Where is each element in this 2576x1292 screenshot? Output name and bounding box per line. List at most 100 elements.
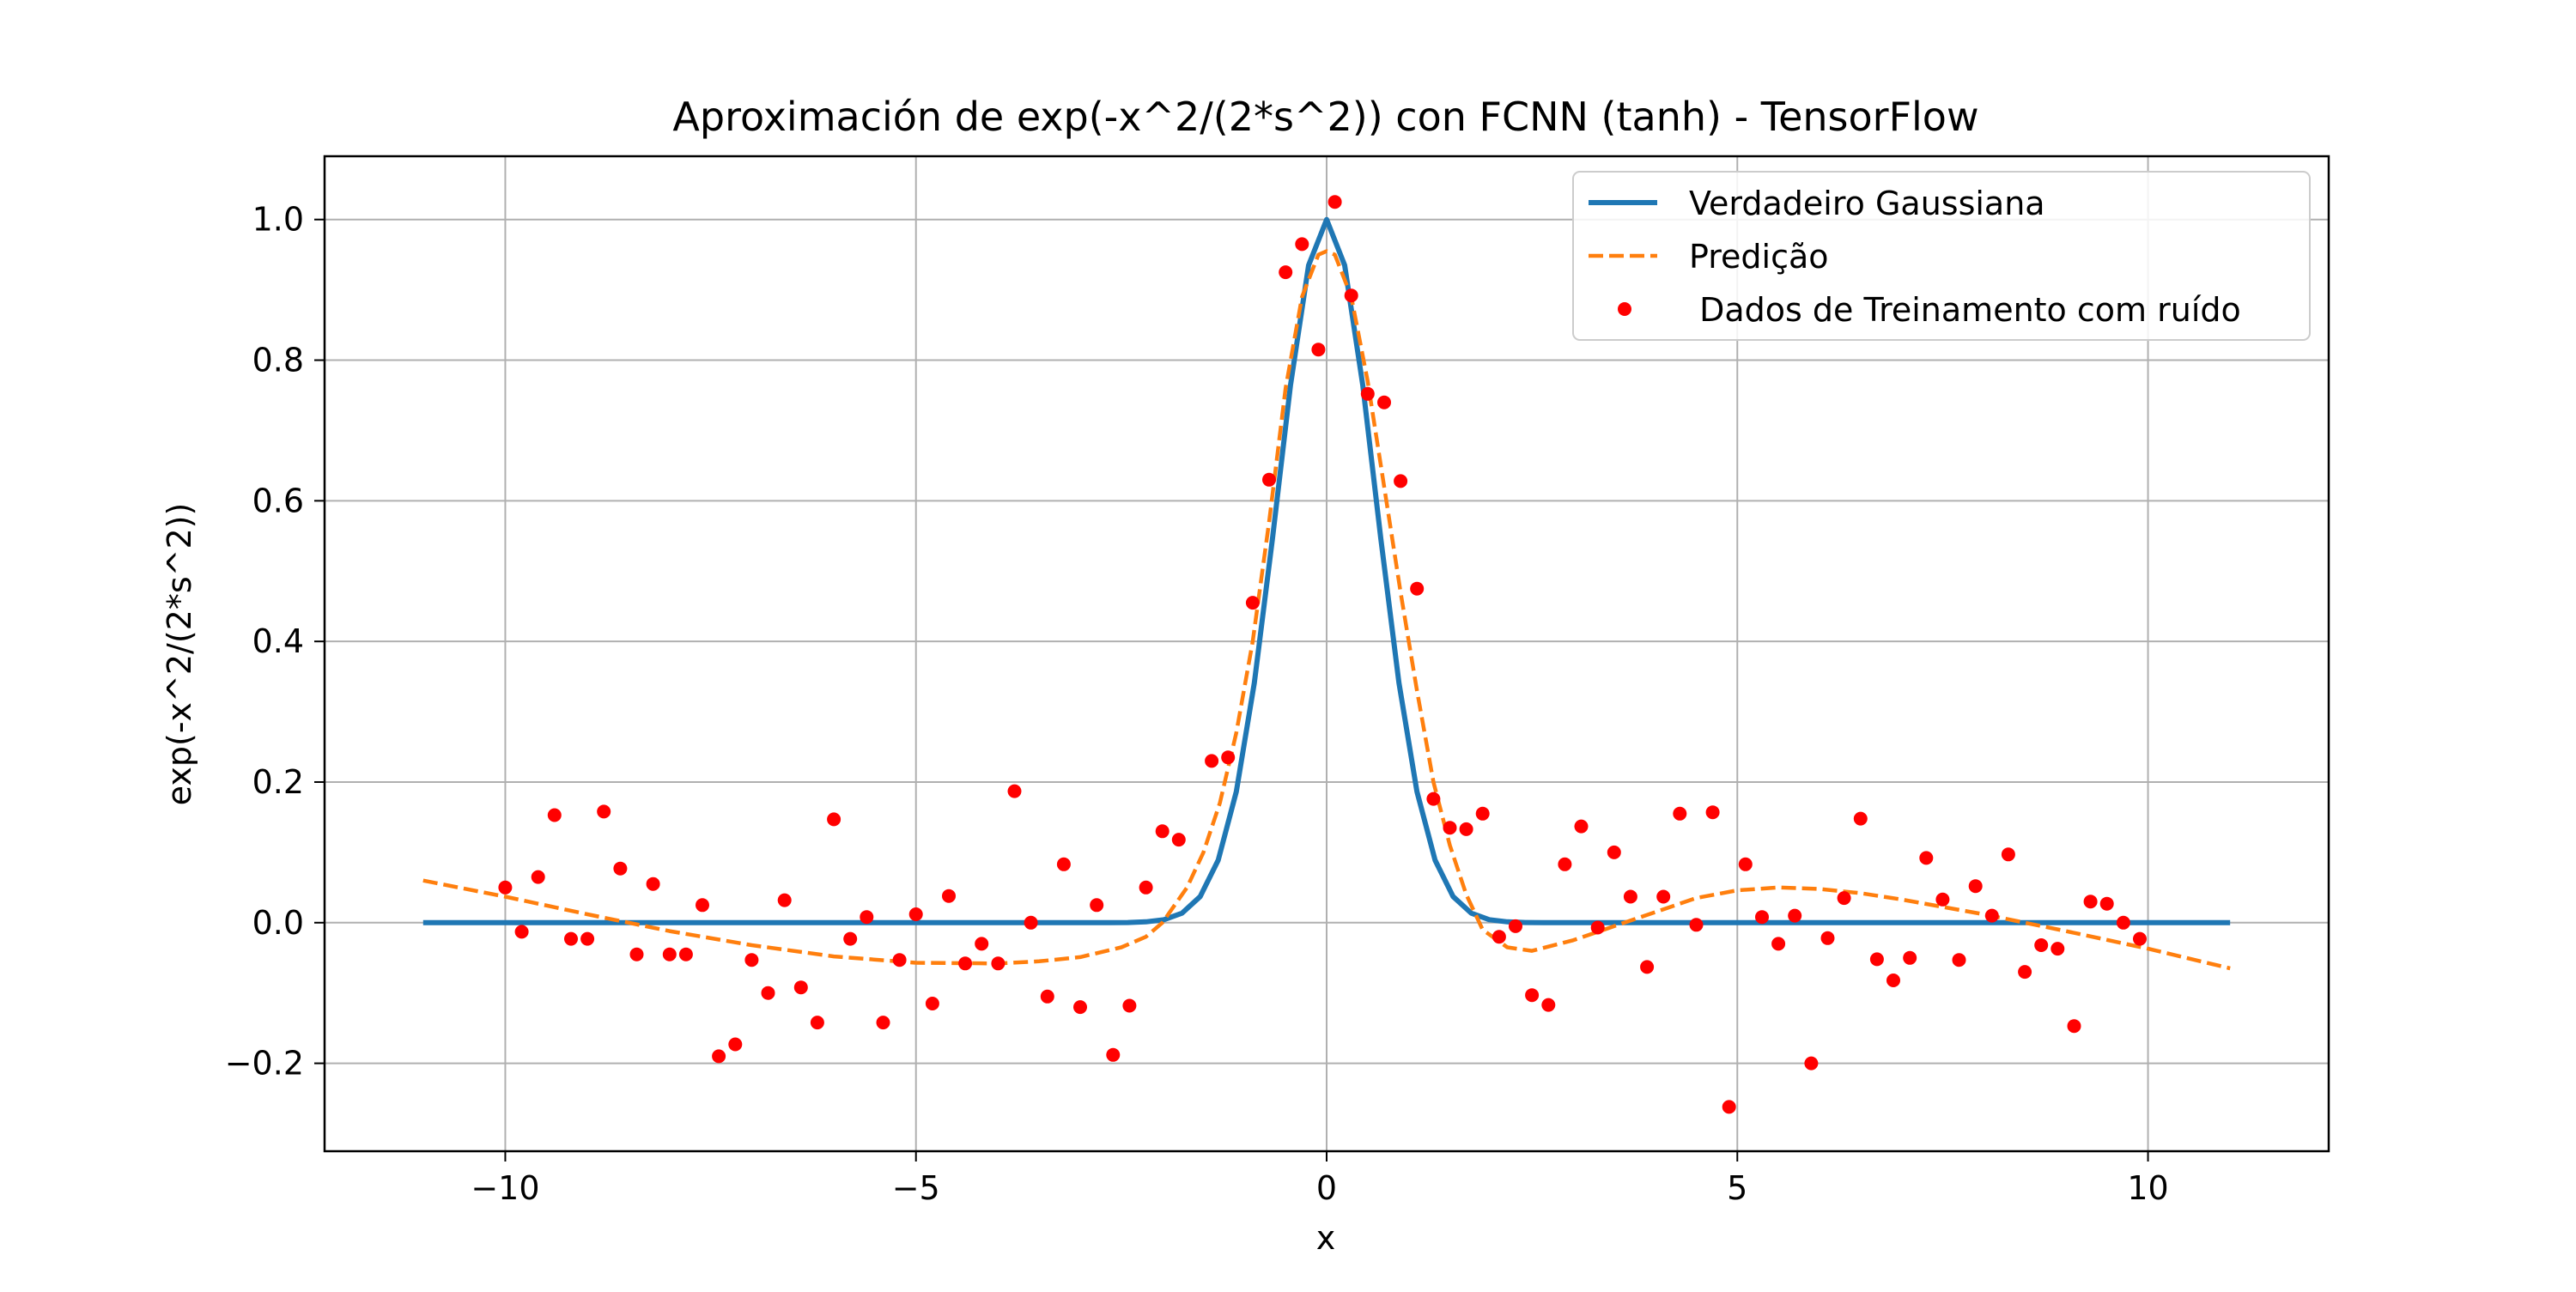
data-point — [1525, 988, 1540, 1003]
data-point — [1886, 974, 1900, 987]
x-tick-label: 0 — [1316, 1169, 1337, 1207]
x-tick-label: −10 — [471, 1169, 539, 1207]
data-point — [629, 947, 644, 961]
data-point — [1656, 889, 1671, 904]
data-point — [1327, 195, 1342, 209]
y-tick-label: 0.0 — [252, 904, 304, 942]
y-tick-label: 0.8 — [252, 342, 304, 379]
data-point — [1722, 1100, 1736, 1114]
data-point — [793, 980, 808, 995]
data-point — [1574, 819, 1589, 834]
data-point — [1935, 892, 1950, 907]
data-point — [1673, 806, 1687, 821]
data-point — [1509, 919, 1522, 933]
data-point — [597, 804, 611, 819]
data-point — [2116, 915, 2130, 930]
y-axis-label: exp(-x^2/(2*s^2)) — [161, 503, 198, 806]
data-point — [2083, 895, 2098, 909]
data-point — [2050, 942, 2065, 956]
data-point — [1426, 792, 1441, 806]
data-point — [1952, 953, 1966, 967]
line-prediction — [422, 249, 2231, 971]
data-point — [991, 956, 1005, 971]
data-point — [1007, 784, 1022, 798]
data-point — [712, 1049, 726, 1064]
data-point — [2099, 896, 2114, 911]
data-point — [531, 870, 545, 884]
data-point — [1040, 989, 1054, 1004]
y-tick-label: 0.2 — [252, 763, 304, 801]
data-point — [975, 937, 989, 951]
line-true-gaussian — [422, 216, 2231, 925]
data-point — [942, 889, 956, 903]
data-point — [1221, 750, 1236, 765]
data-point — [1968, 879, 1983, 894]
data-point — [1344, 288, 1358, 303]
x-tick-label: −5 — [892, 1169, 940, 1207]
x-tick-label: 10 — [2127, 1169, 2168, 1207]
data-point — [1106, 1047, 1121, 1062]
data-point — [1122, 998, 1137, 1013]
data-point — [876, 1016, 890, 1030]
y-tick-label: −0.2 — [225, 1045, 304, 1083]
data-point — [1410, 581, 1425, 596]
data-point — [646, 876, 660, 891]
data-point — [2034, 938, 2049, 952]
plot-series — [422, 216, 2231, 971]
data-point — [1205, 754, 1219, 768]
data-point — [1394, 474, 1408, 488]
data-point — [1984, 908, 1999, 923]
data-point — [2133, 931, 2147, 946]
data-point — [662, 947, 677, 961]
data-point — [498, 880, 513, 895]
data-point — [1804, 1056, 1819, 1071]
data-point — [1755, 910, 1769, 925]
data-point — [860, 910, 874, 925]
data-point — [1279, 265, 1293, 280]
data-point — [1311, 343, 1326, 357]
data-point — [1024, 915, 1038, 930]
data-point — [1073, 1000, 1087, 1015]
data-point — [1788, 908, 1802, 923]
legend-label-true-gaussian: Verdadeiro Gaussiana — [1689, 185, 2045, 222]
chart-title: Aproximación de exp(-x^2/(2*s^2)) con FC… — [672, 94, 1978, 140]
data-point — [1492, 930, 1506, 944]
data-point — [2018, 965, 2032, 980]
data-point — [1919, 851, 1934, 865]
data-point — [1771, 937, 1786, 951]
data-point — [678, 947, 693, 961]
data-point — [1640, 960, 1655, 974]
data-point — [744, 953, 759, 967]
data-point — [1689, 918, 1704, 932]
data-point — [777, 893, 792, 907]
data-point — [613, 861, 628, 876]
data-point — [1245, 596, 1260, 610]
y-tick-label: 0.4 — [252, 622, 304, 660]
data-point — [728, 1037, 743, 1052]
data-point — [2067, 1019, 2081, 1034]
data-point — [1459, 822, 1473, 836]
data-point — [1171, 833, 1186, 847]
data-point — [564, 931, 578, 946]
data-point — [1155, 824, 1170, 839]
data-point — [892, 953, 907, 967]
data-point — [1853, 811, 1868, 826]
data-point — [1869, 952, 1884, 967]
data-point — [925, 997, 939, 1010]
data-point — [1295, 237, 1309, 252]
data-point — [1903, 950, 1917, 965]
data-point — [761, 986, 775, 1000]
data-point — [696, 898, 709, 913]
data-point — [1558, 857, 1572, 871]
y-ticks: −0.2 0.0 0.2 0.4 0.6 0.8 1.0 — [225, 201, 325, 1083]
x-ticks: −10 −5 0 5 10 — [471, 1151, 2169, 1207]
data-point — [1837, 891, 1851, 906]
data-point — [1738, 857, 1753, 871]
data-point — [958, 956, 973, 971]
data-point — [514, 925, 529, 939]
data-point — [1360, 386, 1375, 401]
data-point — [1262, 472, 1276, 487]
legend-box — [1572, 171, 2311, 341]
data-point — [1090, 898, 1104, 913]
